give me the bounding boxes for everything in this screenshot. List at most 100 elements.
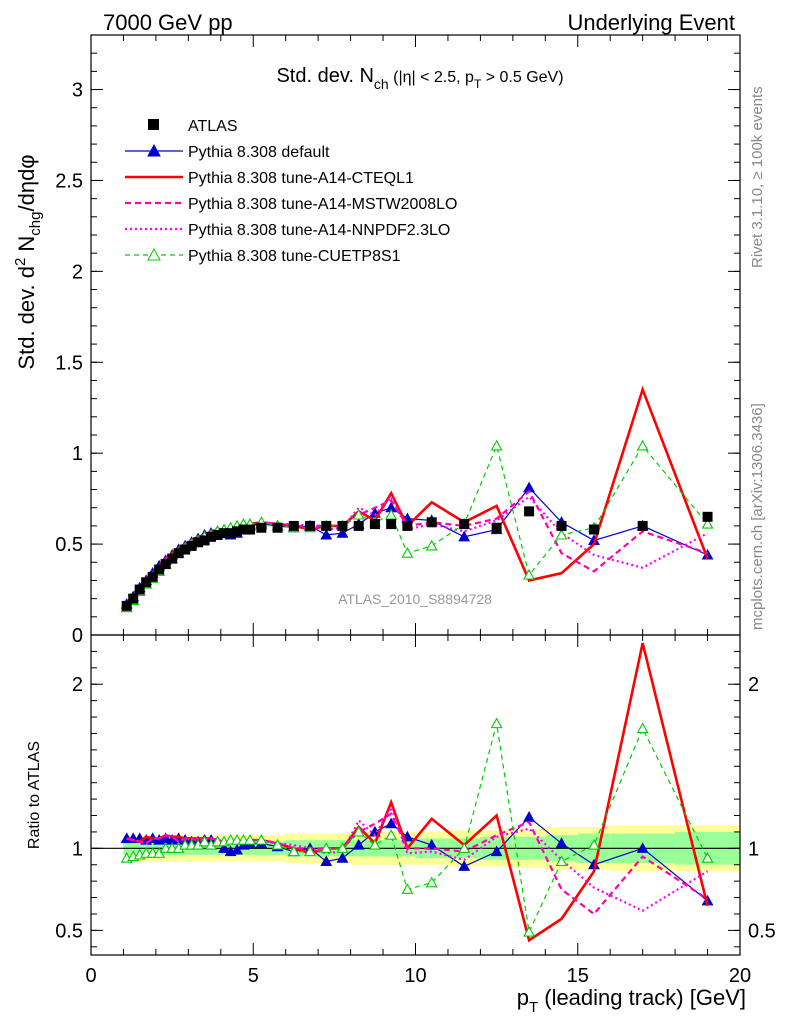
atlas-data-point [305, 520, 316, 531]
atlas-data-point [212, 530, 223, 540]
title-sub: ch [374, 76, 389, 92]
series-1-point [320, 528, 333, 540]
title-std: Std. dev. N [276, 65, 373, 87]
ratio-series-5-point [271, 838, 284, 850]
legend-label: Pythia 8.308 tune-A14-CTEQL1 [188, 170, 414, 187]
legend-entry-5: Pythia 8.308 tune-CUETP8S1 [125, 247, 401, 265]
series-5-point [701, 517, 714, 529]
atlas-data-point [186, 540, 197, 551]
series-5-point [385, 508, 398, 520]
main-ylabel-sub: chg [27, 212, 44, 236]
ratio-series-1-point [636, 842, 649, 853]
main-ytick-label: 2.5 [55, 170, 83, 192]
ratio-series-2-line [126, 642, 709, 943]
xlabel-sub: T [529, 999, 538, 1016]
atlas-data-point [288, 520, 299, 531]
atlas-data-point [160, 559, 171, 570]
series-5-point [401, 547, 414, 558]
ratio-ytick-label: 2 [72, 674, 83, 696]
ratio-series-5-point [244, 833, 256, 845]
atlas-data-point [141, 577, 152, 588]
atlas-data-point [134, 584, 145, 595]
ratio-ytick-label-right: 1 [748, 838, 759, 860]
xtick-label: 10 [404, 965, 426, 987]
legend-label: Pythia 8.308 tune-CUETP8S1 [188, 248, 401, 265]
atlas-data-point [232, 526, 243, 537]
main-title: Std. dev. Nch (|η| < 2.5, pT > 0.5 GeV) [276, 65, 563, 92]
main-ylabel-a: Std. dev. d [14, 266, 39, 370]
ratio-series-5-point [385, 829, 398, 840]
ratio-series-1-point [352, 838, 365, 850]
ratio-series-1-point [555, 837, 568, 848]
atlas-data-point [256, 522, 267, 533]
main-series-group [120, 385, 714, 613]
main-ytick-label: 3 [72, 80, 83, 102]
mcplots-label: mcplots.cern.ch [arXiv:1306.3436] [749, 403, 766, 630]
header-right: Underlying Event [567, 10, 735, 35]
legend-entry-2: Pythia 8.308 tune-A14-CTEQL1 [125, 170, 414, 187]
atlas-data-point [386, 519, 397, 530]
atlas-data-point [128, 593, 139, 604]
legend-label: Pythia 8.308 tune-A14-MSTW2008LO [188, 196, 457, 213]
xtick-label: 0 [85, 965, 96, 987]
atlas-data-point [369, 519, 380, 530]
ratio-series-5-point [255, 833, 268, 845]
atlas-data-point [353, 520, 364, 531]
atlas-data-point [321, 520, 332, 531]
main-ylabel-c: /dηdφ [14, 154, 39, 211]
rivet-version-label: Rivet 3.1.10, ≥ 100k events [749, 86, 766, 268]
ratio-series-5-point [555, 855, 568, 867]
series-5-point [425, 539, 438, 551]
series-1-line [126, 486, 708, 605]
ratio-series-5-point [425, 876, 438, 888]
atlas-data-point [238, 524, 249, 535]
atlas-data-point [402, 520, 413, 531]
legend-entry-3: Pythia 8.308 tune-A14-MSTW2008LO [125, 196, 457, 213]
ratio-series-1-point [320, 855, 333, 867]
atlas-data-point [588, 524, 599, 535]
ratio-series-5-point [287, 845, 300, 857]
ratio-frame [90, 634, 741, 956]
series-2-line [125, 385, 709, 605]
main-ylabel-sup: 2 [12, 258, 29, 266]
atlas-data-point [426, 517, 437, 528]
title-sub2: T [474, 77, 482, 91]
ratio-series-5-point [320, 842, 333, 853]
ratio-series-5-point [198, 835, 211, 847]
main-ylabel: Std. dev. d2 Nchg/dηdφ [12, 154, 44, 369]
ratio-series-5-point [369, 838, 381, 850]
ratio-series-5-point [336, 842, 349, 853]
atlas-data-point [556, 520, 567, 531]
ratio-series-5-point [401, 883, 414, 894]
legend-marker [147, 143, 161, 157]
atlas-data-point [637, 520, 648, 531]
series-1-point [458, 530, 471, 542]
ratio-ytick-label-right: 0.5 [748, 920, 776, 942]
legend: ATLAS Pythia 8.308 default Pythia 8.308 tu… [125, 118, 457, 265]
title-rest: (|η| < 2.5, p [389, 69, 474, 86]
atlas-data-point [206, 531, 217, 542]
atlas-data-point [245, 524, 256, 535]
ratio-series-5-point [588, 838, 600, 850]
ratio-series-group [120, 642, 714, 943]
atlas-data-point [459, 519, 470, 530]
atlas-data-point [173, 548, 184, 559]
atlas-data-point [491, 522, 502, 533]
series-5-point [490, 439, 503, 451]
legend-entry-0: ATLAS [148, 118, 238, 135]
xtick-label: 15 [567, 965, 589, 987]
ratio-series-5-point [352, 825, 365, 837]
atlas-data-point [524, 506, 535, 517]
ratio-series-5-line [126, 723, 709, 935]
title-rest2: > 0.5 GeV) [481, 69, 563, 86]
ratio-series-1-point [425, 838, 438, 850]
atlas-data-point [225, 528, 236, 539]
ratio-ylabel: Ratio to ATLAS [26, 741, 43, 849]
xlabel-a: p [517, 985, 529, 1010]
analysis-watermark: ATLAS_2010_S8894728 [338, 591, 492, 607]
ratio-series-1-point [523, 811, 536, 822]
legend-marker [147, 247, 161, 261]
atlas-data-point [193, 537, 204, 548]
x-axis-label: pT (leading track) [GeV] [517, 985, 746, 1016]
main-ytick-label: 1 [72, 443, 83, 465]
